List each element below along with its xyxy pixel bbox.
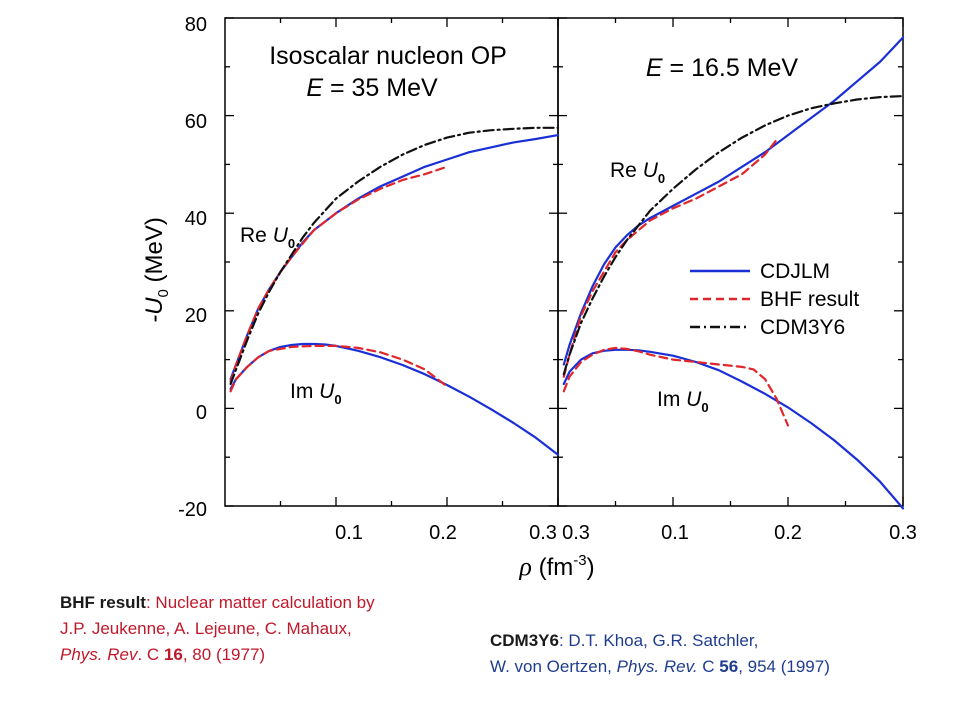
series-lines: [229, 36, 905, 510]
curve-label-im: Im U0: [290, 380, 342, 407]
panel-title-line1: Isoscalar nucleon OP: [269, 42, 507, 70]
series-bhf-result-re: [229, 165, 449, 383]
figure: -20 0 20 40 60 80 0.1 0.2 0.3 0.3 0.1 0.…: [141, 14, 917, 580]
bhf-journal: Phys. Rev: [60, 645, 138, 664]
bhf-line3-end: , 80 (1977): [182, 645, 266, 664]
cdm-journal: Phys. Rev.: [616, 657, 698, 676]
bhf-title: BHF result: [60, 593, 146, 612]
cdm-line2-mid: C: [697, 657, 720, 676]
x-tick-label: 0.2: [429, 522, 457, 544]
cdm-line2-end: , 954 (1997): [738, 657, 830, 676]
bhf-volume: 16: [163, 645, 183, 664]
series-bhf-result-im: [562, 346, 790, 427]
x-tick-label: 0.3: [562, 522, 590, 544]
chart-text: -20 0 20 40 60 80 0.1 0.2 0.3 0.3 0.1 0.…: [141, 14, 917, 580]
y-tick-label: -20: [178, 499, 207, 521]
series-cdm3y6-re: [562, 94, 905, 376]
series-cdjlm-re: [562, 36, 905, 366]
legend-label: BHF result: [760, 288, 859, 311]
panel-title-line2: E = 35 MeV: [306, 74, 438, 102]
panel-title: E = 16.5 MeV: [646, 54, 799, 82]
y-tick-label: 40: [185, 208, 207, 230]
curve-label-re: Re U0: [240, 224, 295, 251]
legend-label: CDJLM: [760, 260, 830, 283]
legend-label: CDM3Y6: [760, 316, 845, 339]
cdm3y6-reference: CDM3Y6: D.T. Khoa, G.R. Satchler, W. von…: [490, 628, 950, 680]
cdm-line2-pre: W. von Oertzen,: [490, 657, 617, 676]
bhf-reference: BHF result: Nuclear matter calculation b…: [60, 590, 480, 668]
series-cdjlm-im: [229, 342, 560, 456]
bhf-line3-mid: . C: [137, 645, 164, 664]
bhf-line1: : Nuclear matter calculation by: [145, 593, 375, 612]
y-tick-label: 0: [196, 402, 207, 424]
curve-label-im: Im U0: [657, 388, 709, 415]
series-cdm3y6-re: [229, 126, 560, 386]
x-tick-label: 0.1: [661, 522, 689, 544]
x-tick-label: 0.3: [889, 522, 917, 544]
series-bhf-result-im: [229, 344, 449, 393]
series-bhf-result-re: [562, 138, 778, 378]
cdm-title: CDM3Y6: [490, 631, 559, 650]
x-axis-label: ρ (fm-3): [518, 552, 594, 580]
y-axis-label: -U0 (MeV): [141, 217, 172, 323]
y-tick-label: 80: [185, 14, 207, 36]
x-tick-label: 0.1: [335, 522, 363, 544]
y-tick-label: 60: [185, 111, 207, 133]
bhf-line2: J.P. Jeukenne, A. Lejeune, C. Mahaux,: [60, 619, 352, 638]
cdm-line1: : D.T. Khoa, G.R. Satchler,: [558, 631, 759, 650]
y-tick-label: 20: [185, 305, 207, 327]
series-cdjlm-re: [229, 134, 560, 381]
x-tick-label: 0.3: [529, 522, 557, 544]
series-cdjlm-im: [562, 348, 905, 510]
curve-label-re: Re U0: [610, 159, 665, 186]
cdm-volume: 56: [719, 657, 739, 676]
x-tick-label: 0.2: [774, 522, 802, 544]
